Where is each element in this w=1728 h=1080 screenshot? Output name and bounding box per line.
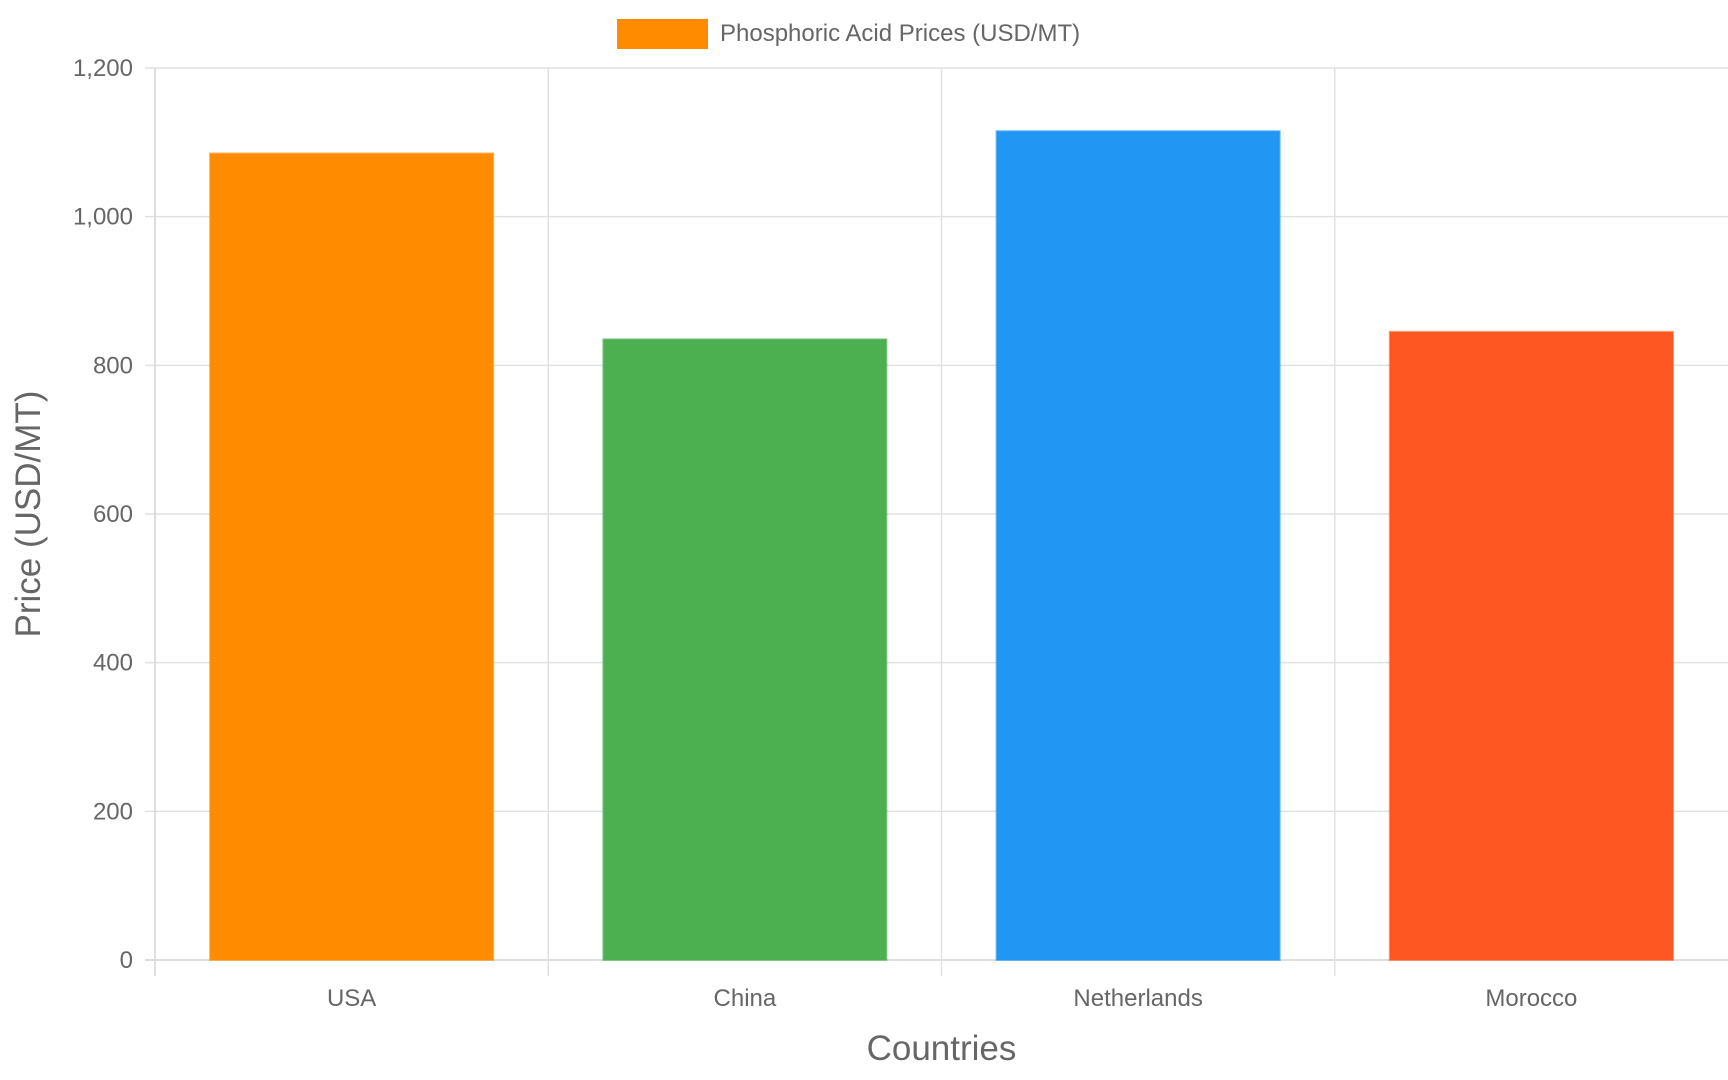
bar-usa[interactable]: [209, 152, 495, 961]
bar-morocco[interactable]: [1388, 330, 1674, 961]
y-tick-label: 1,000: [73, 204, 133, 231]
y-axis-title: Price (USD/MT): [9, 391, 48, 638]
y-tick-label: 400: [93, 650, 133, 677]
x-tick-label: China: [714, 985, 777, 1012]
legend-swatch[interactable]: [617, 19, 708, 49]
legend[interactable]: Phosphoric Acid Prices (USD/MT): [617, 19, 1080, 49]
y-tick-label: 1,200: [73, 55, 133, 82]
bar-netherlands[interactable]: [995, 130, 1281, 961]
bar-china[interactable]: [602, 338, 888, 962]
bars: [209, 130, 1674, 962]
x-tick-label: Netherlands: [1073, 985, 1202, 1012]
y-tick-label: 200: [93, 798, 133, 825]
x-axis-title: Countries: [867, 1029, 1017, 1068]
x-tick-label: Morocco: [1485, 985, 1577, 1012]
legend-label[interactable]: Phosphoric Acid Prices (USD/MT): [720, 20, 1080, 47]
y-tick-label: 0: [120, 947, 133, 974]
y-tick-label: 800: [93, 352, 133, 379]
y-tick-label: 600: [93, 501, 133, 528]
x-tick-label: USA: [327, 985, 376, 1012]
axes: 0 200 400 600 800 1,000 1,200 USA China Netherlan…: [73, 55, 1577, 1012]
